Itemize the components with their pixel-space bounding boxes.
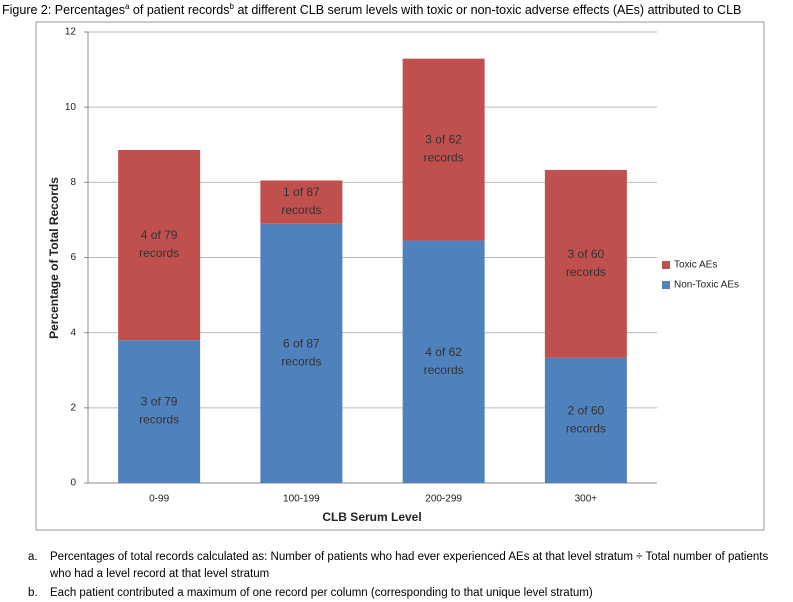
bar-segment <box>260 180 343 224</box>
label-line: 4 of 79 <box>141 228 178 242</box>
y-axis-title: Percentage of Total Records <box>47 177 61 339</box>
y-tick-label: 0 <box>70 478 76 489</box>
y-tick-label: 12 <box>65 27 77 38</box>
footnote-text: Percentages of total records calculated … <box>50 551 769 580</box>
label-line: 4 of 62 <box>425 345 462 359</box>
bar-value-label: 6 of 87 records <box>281 337 321 369</box>
bar-segment <box>402 58 485 241</box>
footnote-marker: a. <box>28 551 38 563</box>
bar-value-label: 3 of 60 records <box>566 247 606 279</box>
bar-segment <box>544 169 627 358</box>
label-line: 3 of 79 <box>141 395 178 409</box>
caption-superscript: b <box>229 2 234 11</box>
bar-segment <box>544 357 627 483</box>
label-line: records <box>139 246 179 260</box>
label-line: records <box>281 355 321 369</box>
legend-swatch <box>662 281 670 289</box>
bar-value-label: 3 of 79 records <box>139 395 179 427</box>
y-tick-label: 4 <box>70 327 76 338</box>
caption-text: Figure 2: Percentages <box>2 3 125 18</box>
chart: Percentage of Total Records CLB Serum Le… <box>35 21 765 531</box>
label-line: records <box>566 265 606 279</box>
label-line: 3 of 60 <box>568 247 605 261</box>
legend-label: Non-Toxic AEs <box>674 280 739 291</box>
y-tick-label: 10 <box>65 102 77 113</box>
label-line: records <box>424 151 464 165</box>
y-tick-label: 6 <box>70 252 76 263</box>
x-tick-label: 100-199 <box>283 494 320 505</box>
bar-value-label: 4 of 79 records <box>139 228 179 260</box>
label-line: records <box>139 413 179 427</box>
caption-superscript: a <box>125 2 130 11</box>
label-line: records <box>281 203 321 217</box>
caption-text: at different CLB serum levels with toxic… <box>233 3 742 18</box>
bar-value-label: 2 of 60 records <box>566 404 606 436</box>
bar-segment <box>118 340 201 483</box>
label-line: 3 of 62 <box>425 133 462 147</box>
x-tick-label: 300+ <box>575 494 598 505</box>
bar-value-label: 1 of 87 records <box>281 185 321 217</box>
label-line: records <box>424 363 464 377</box>
x-tick-label: 0-99 <box>149 494 169 505</box>
label-line: 1 of 87 <box>283 185 320 199</box>
label-line: 2 of 60 <box>568 404 605 418</box>
bar-segment <box>260 223 343 484</box>
legend-label: Toxic AEs <box>674 260 717 271</box>
bar-value-label: 3 of 62 records <box>424 133 464 165</box>
y-tick-label: 2 <box>70 402 76 413</box>
bar-segment <box>402 240 485 483</box>
x-tick-label: 200-299 <box>425 494 462 505</box>
label-line: 6 of 87 <box>283 337 320 351</box>
x-axis-title: CLB Serum Level <box>322 510 421 524</box>
label-line: records <box>566 422 606 436</box>
footnote-text: Each patient contributed a maximum of on… <box>50 587 593 599</box>
figure-caption: Figure 2: Percentagesa of patient record… <box>2 2 741 17</box>
legend-swatch <box>662 261 670 269</box>
caption-text: of patient records <box>129 3 230 18</box>
y-tick-label: 8 <box>70 177 76 188</box>
bar-value-label: 4 of 62 records <box>424 345 464 377</box>
footnote-marker: b. <box>28 587 38 599</box>
bar-segment <box>118 150 201 341</box>
